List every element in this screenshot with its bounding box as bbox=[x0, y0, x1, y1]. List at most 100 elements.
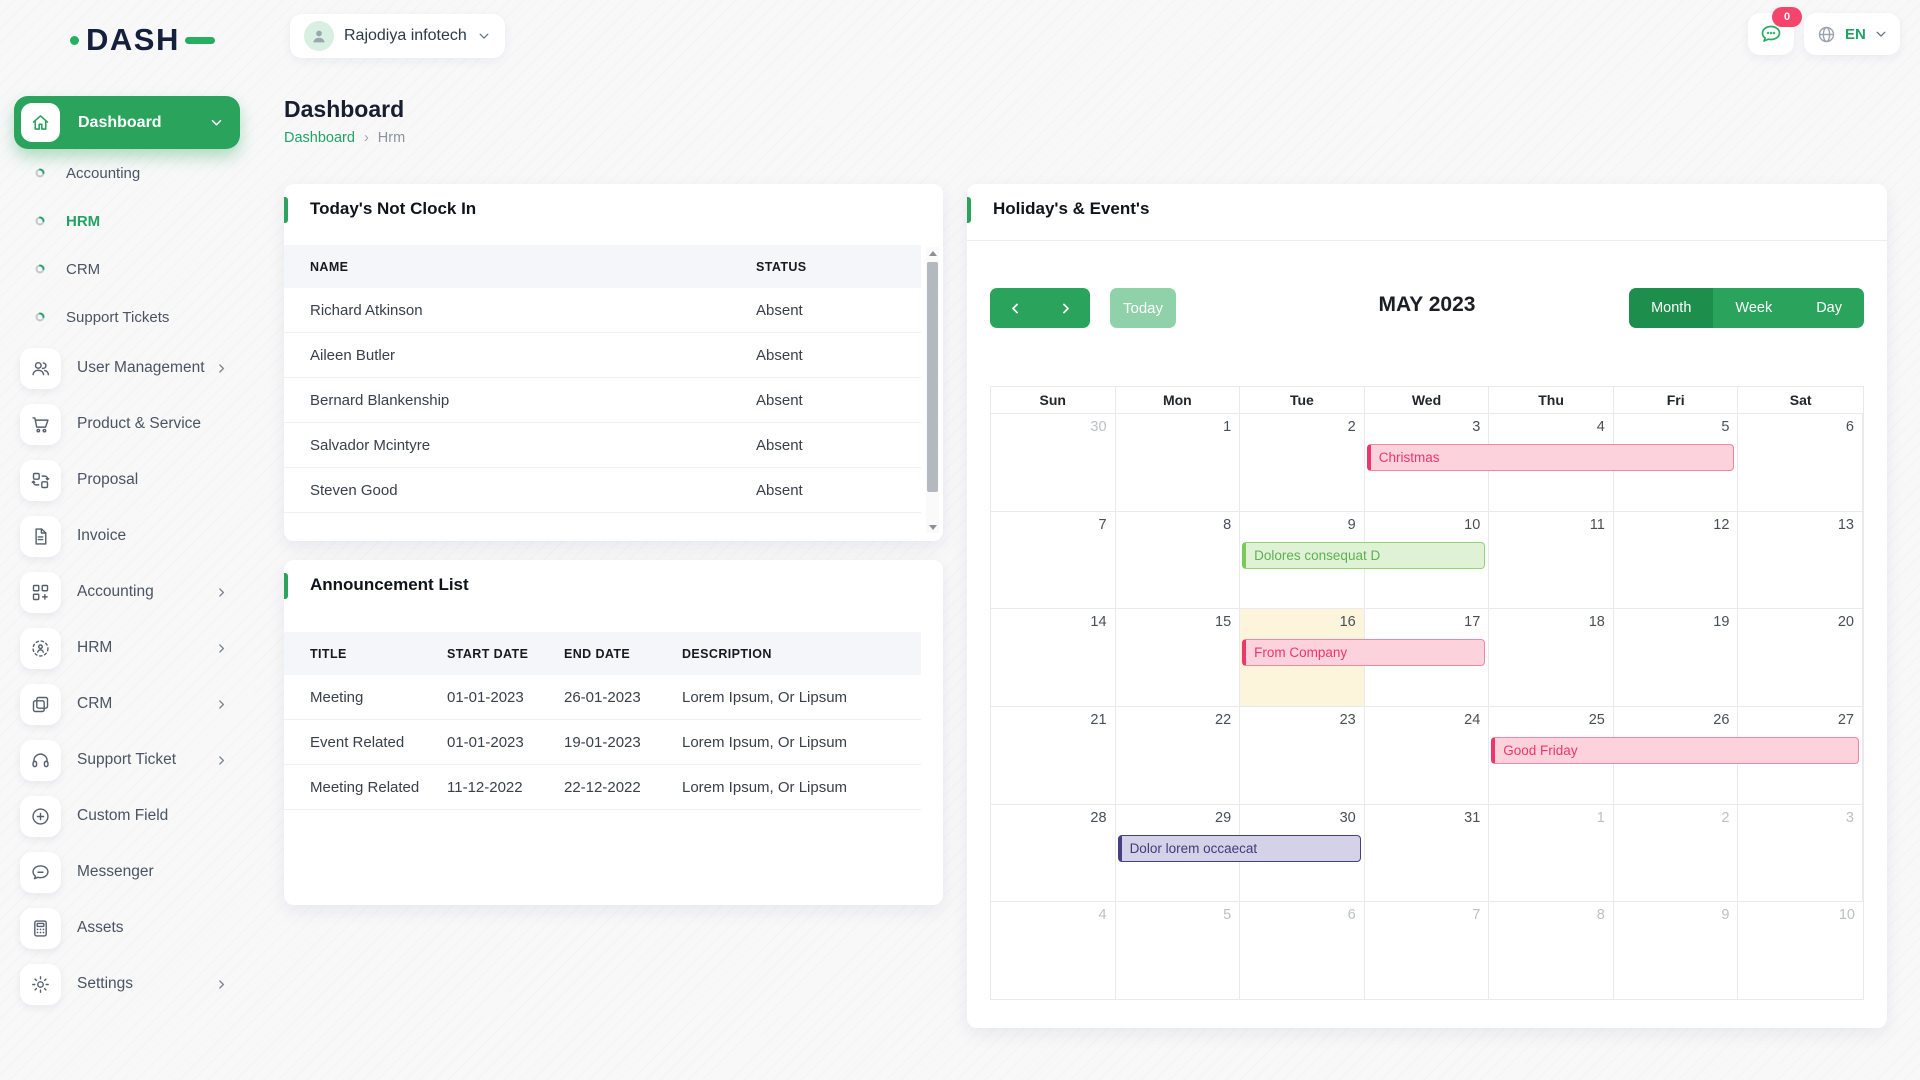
sidebar-item-product-service[interactable]: Product & Service bbox=[0, 396, 260, 452]
sidebar-item-proposal[interactable]: Proposal bbox=[0, 452, 260, 508]
sidebar-item-user-management[interactable]: User Management bbox=[0, 340, 260, 396]
calendar-cell[interactable]: 1 bbox=[1116, 414, 1241, 511]
chevron-left-icon bbox=[1011, 303, 1018, 313]
calendar-cell[interactable]: 7 bbox=[1365, 902, 1490, 999]
calendar-cell[interactable]: 9 bbox=[1614, 902, 1739, 999]
table-cell: Absent bbox=[756, 288, 921, 333]
sidebar-subitem-label: HRM bbox=[66, 212, 101, 230]
calendar-cell[interactable]: 27 bbox=[1738, 706, 1863, 804]
calendar-cell[interactable]: 8 bbox=[1489, 902, 1614, 999]
view-week-button[interactable]: Week bbox=[1713, 288, 1795, 328]
view-month-button[interactable]: Month bbox=[1629, 288, 1714, 328]
sidebar-item-accounting[interactable]: Accounting bbox=[0, 564, 260, 620]
calendar-cell[interactable]: 13 bbox=[1738, 511, 1863, 609]
sidebar-item-invoice[interactable]: Invoice bbox=[0, 508, 260, 564]
table-cell: Lorem Ipsum, Or Lipsum bbox=[682, 675, 921, 720]
sidebar-item-label: Accounting bbox=[77, 583, 154, 600]
notifications-button[interactable]: 0 bbox=[1748, 7, 1802, 55]
calendar-cell[interactable]: 1 bbox=[1489, 804, 1614, 902]
next-month-button[interactable] bbox=[1040, 288, 1090, 328]
scrollbar-thumb[interactable] bbox=[927, 262, 938, 492]
sidebar-subitem-hrm[interactable]: HRM bbox=[0, 197, 260, 245]
prev-month-button[interactable] bbox=[990, 288, 1040, 328]
view-day-button[interactable]: Day bbox=[1794, 288, 1864, 328]
calendar-event-christmas[interactable]: Christmas bbox=[1366, 444, 1735, 471]
calendar-cell[interactable]: 12 bbox=[1614, 511, 1739, 609]
breadcrumb-separator: › bbox=[363, 130, 369, 146]
chevron-down-icon bbox=[479, 33, 489, 39]
sidebar-item-settings[interactable]: Settings bbox=[0, 956, 260, 1012]
sidebar-item-crm[interactable]: CRM bbox=[0, 676, 260, 732]
calendar-cell[interactable]: 4 bbox=[991, 902, 1116, 999]
calendar-cell[interactable]: 5 bbox=[1614, 414, 1739, 511]
company-selector[interactable]: Rajodiya infotech bbox=[290, 14, 505, 58]
scroll-down-icon[interactable] bbox=[926, 521, 939, 533]
calendar-nav-group bbox=[990, 288, 1090, 328]
calendar-cell[interactable]: 8 bbox=[1116, 511, 1241, 609]
calendar-cell[interactable]: 10 bbox=[1838, 907, 1855, 924]
status-ring-icon bbox=[34, 215, 46, 227]
today-button[interactable]: Today bbox=[1110, 288, 1176, 328]
sidebar-item-dashboard[interactable]: Dashboard bbox=[14, 96, 240, 149]
sidebar-item-messenger[interactable]: Messenger bbox=[0, 844, 260, 900]
calendar-cell[interactable]: 15 bbox=[1116, 609, 1241, 706]
logo-dash-icon bbox=[184, 36, 215, 44]
sidebar-subitem-crm[interactable]: CRM bbox=[0, 245, 260, 293]
sidebar-item-label: Custom Field bbox=[77, 807, 169, 824]
breadcrumb-link-dashboard[interactable]: Dashboard bbox=[284, 130, 355, 146]
calendar-event-good-friday[interactable]: Good Friday bbox=[1491, 736, 1859, 764]
calendar-event-from-company[interactable]: From Company bbox=[1242, 639, 1486, 667]
table-cell: 01-01-2023 bbox=[447, 675, 564, 720]
calendar-cell[interactable]: 7 bbox=[991, 511, 1116, 609]
calendar-cell[interactable]: 11 bbox=[1489, 511, 1614, 609]
calendar-cell[interactable]: 30 bbox=[991, 414, 1116, 511]
calendar-cell[interactable]: 23 bbox=[1240, 706, 1365, 804]
table-row: Richard Atkinson Absent bbox=[284, 288, 921, 333]
chevron-down-icon bbox=[1876, 31, 1886, 37]
divider bbox=[967, 240, 1887, 241]
table-cell: Steven Good bbox=[284, 467, 756, 513]
calendar-view-group: Month Week Day bbox=[1629, 288, 1864, 328]
calendar-cell[interactable]: 2 bbox=[1614, 804, 1739, 902]
table-row: Steven Good Absent bbox=[284, 467, 921, 513]
table-scrollbar[interactable] bbox=[926, 247, 939, 533]
sidebar-subitem-support-tickets[interactable]: Support Tickets bbox=[0, 293, 260, 341]
calendar-event-dolor-lorem-occaecat[interactable]: Dolor lorem occaecat bbox=[1117, 834, 1361, 862]
calendar-cell[interactable]: 22 bbox=[1116, 706, 1241, 804]
calendar-cell[interactable]: 5 bbox=[1116, 902, 1241, 999]
sidebar-subitem-accounting[interactable]: Accounting bbox=[0, 149, 260, 197]
sidebar-item-hrm[interactable]: HRM bbox=[0, 620, 260, 676]
calendar-cell[interactable]: 31 bbox=[1365, 804, 1490, 902]
table-row: Meeting 01-01-2023 26-01-2023 Lorem Ipsum, … bbox=[284, 675, 921, 720]
calendar-cell[interactable]: 28 bbox=[991, 804, 1116, 902]
sidebar-subitem-label: CRM bbox=[66, 260, 101, 278]
calendar-cell[interactable]: 20 bbox=[1738, 609, 1863, 706]
announcement-table: TITLE START DATE END DATE DESCRIPTION Meeti… bbox=[284, 632, 921, 810]
table-cell: Lorem Ipsum, Or Lipsum bbox=[682, 719, 921, 765]
calendar-cell[interactable]: 17 bbox=[1365, 609, 1490, 706]
calendar-event-dolores-consequat-d[interactable]: Dolores consequat D bbox=[1242, 541, 1486, 569]
calendar-cell[interactable]: 6 bbox=[1738, 414, 1863, 511]
scroll-up-icon[interactable] bbox=[926, 247, 939, 259]
calendar-cell[interactable]: 10 bbox=[1365, 511, 1490, 609]
calendar-cell[interactable]: 21 bbox=[991, 706, 1116, 804]
table-cell: Meeting bbox=[284, 675, 447, 720]
calendar-cell[interactable]: 6 bbox=[1240, 902, 1365, 999]
table-cell: Aileen Butler bbox=[284, 332, 756, 378]
calendar-cell[interactable]: 2 bbox=[1240, 414, 1365, 511]
brand-logo[interactable]: DASH bbox=[70, 22, 215, 58]
calendar-cell[interactable]: 19 bbox=[1614, 609, 1739, 706]
calendar-day-header: Wed bbox=[1365, 387, 1490, 413]
calendar-cell[interactable]: 3 bbox=[1738, 804, 1863, 902]
sidebar-item-assets[interactable]: Assets bbox=[0, 900, 260, 956]
language-selector[interactable]: EN bbox=[1804, 13, 1900, 55]
sidebar-item-custom-field[interactable]: Custom Field bbox=[0, 788, 260, 844]
chevron-right-icon bbox=[219, 699, 225, 709]
calendar-cell[interactable]: 18 bbox=[1489, 609, 1614, 706]
calendar-cell[interactable]: 14 bbox=[991, 609, 1116, 706]
calendar-cell[interactable]: 24 bbox=[1365, 706, 1490, 804]
calendar-cell[interactable]: 30 bbox=[1240, 804, 1365, 902]
table-cell: Salvador Mcintyre bbox=[284, 422, 756, 468]
card-accent-bar bbox=[284, 197, 288, 223]
sidebar-item-support-ticket[interactable]: Support Ticket bbox=[0, 732, 260, 788]
